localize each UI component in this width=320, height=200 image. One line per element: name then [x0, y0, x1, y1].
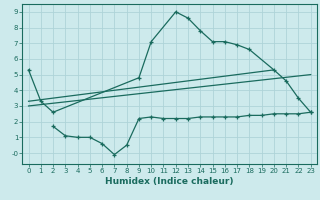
X-axis label: Humidex (Indice chaleur): Humidex (Indice chaleur)	[105, 177, 234, 186]
